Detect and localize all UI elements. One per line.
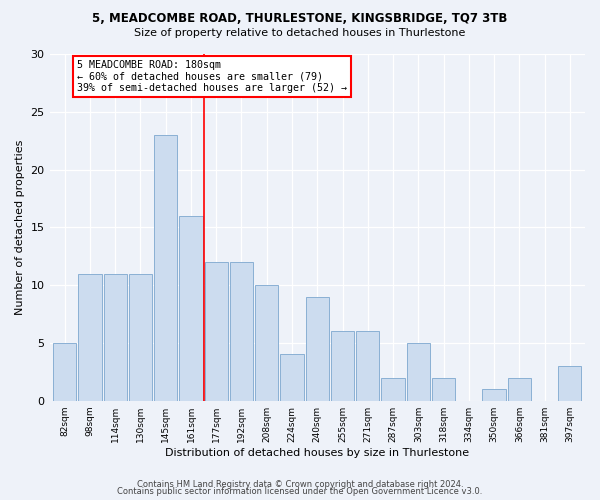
Bar: [53, 343, 76, 400]
Bar: [482, 389, 506, 400]
Bar: [255, 285, 278, 401]
Bar: [230, 262, 253, 400]
Bar: [356, 332, 379, 400]
Bar: [508, 378, 531, 400]
Bar: [154, 135, 178, 400]
Bar: [382, 378, 404, 400]
Bar: [558, 366, 581, 400]
Text: Contains HM Land Registry data © Crown copyright and database right 2024.: Contains HM Land Registry data © Crown c…: [137, 480, 463, 489]
Bar: [331, 332, 354, 400]
Y-axis label: Number of detached properties: Number of detached properties: [15, 140, 25, 315]
Bar: [79, 274, 101, 400]
Bar: [407, 343, 430, 400]
Text: Contains public sector information licensed under the Open Government Licence v3: Contains public sector information licen…: [118, 487, 482, 496]
Bar: [432, 378, 455, 400]
Bar: [280, 354, 304, 401]
Text: Size of property relative to detached houses in Thurlestone: Size of property relative to detached ho…: [134, 28, 466, 38]
X-axis label: Distribution of detached houses by size in Thurlestone: Distribution of detached houses by size …: [165, 448, 469, 458]
Bar: [305, 296, 329, 401]
Bar: [205, 262, 228, 400]
Text: 5, MEADCOMBE ROAD, THURLESTONE, KINGSBRIDGE, TQ7 3TB: 5, MEADCOMBE ROAD, THURLESTONE, KINGSBRI…: [92, 12, 508, 26]
Text: 5 MEADCOMBE ROAD: 180sqm
← 60% of detached houses are smaller (79)
39% of semi-d: 5 MEADCOMBE ROAD: 180sqm ← 60% of detach…: [77, 60, 347, 93]
Bar: [179, 216, 203, 400]
Bar: [104, 274, 127, 400]
Bar: [129, 274, 152, 400]
